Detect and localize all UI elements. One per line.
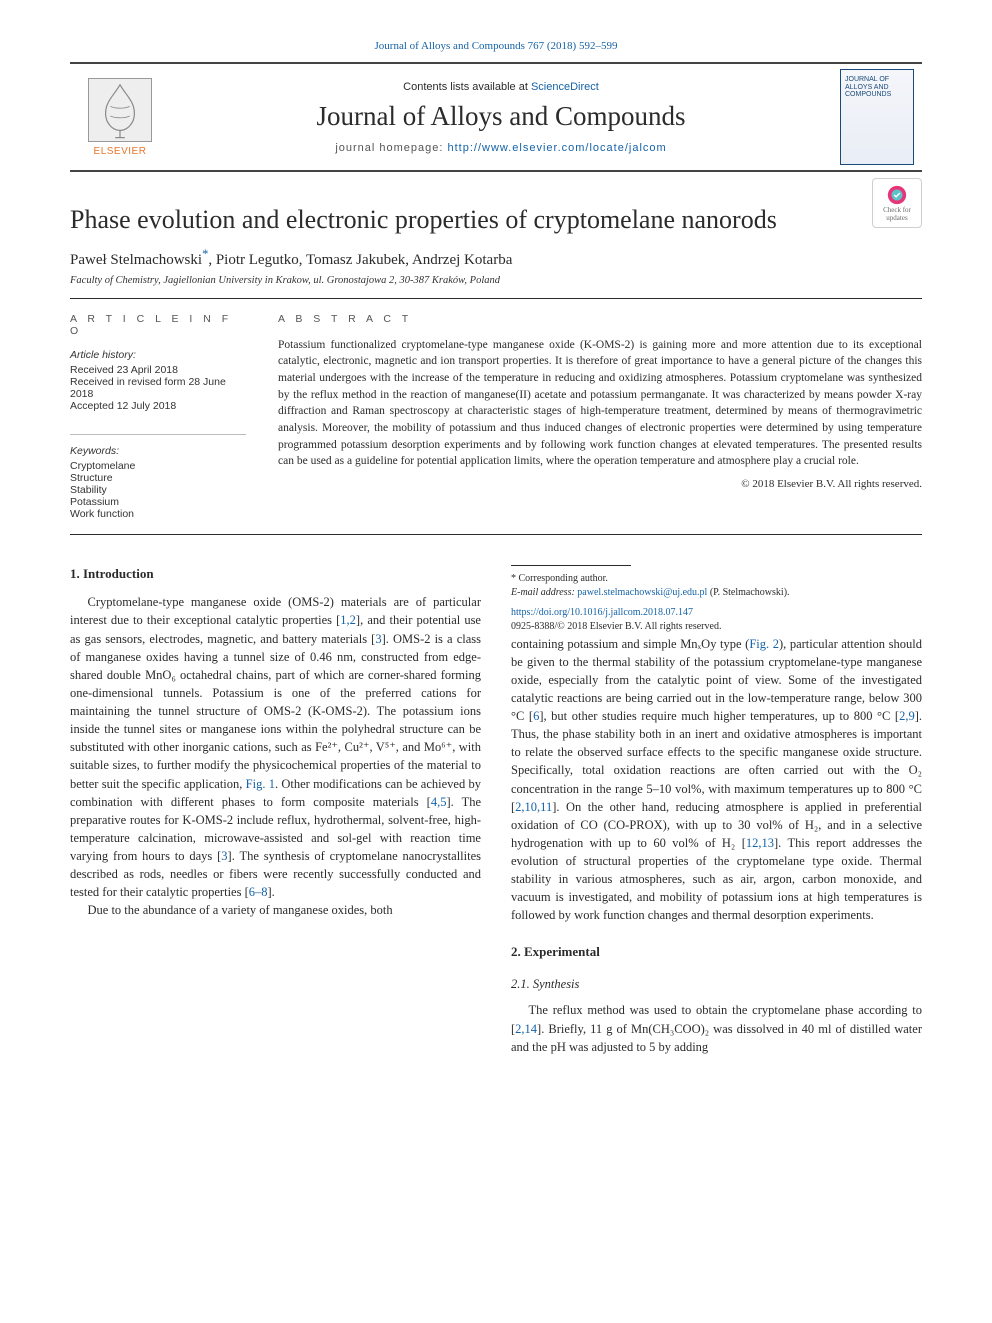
top-citation: Journal of Alloys and Compounds 767 (201…: [70, 40, 922, 52]
ref-link[interactable]: 6–8: [249, 885, 268, 899]
cover-thumbnail: JOURNAL OF ALLOYS AND COMPOUNDS: [832, 64, 922, 170]
publisher-name: ELSEVIER: [94, 146, 147, 157]
issn-copyright: 0925-8388/© 2018 Elsevier B.V. All right…: [511, 621, 721, 632]
article-info-panel: A R T I C L E I N F O Article history: R…: [70, 298, 260, 534]
contents-line: Contents lists available at ScienceDirec…: [180, 81, 822, 93]
keywords-head: Keywords:: [70, 434, 246, 457]
section-rule: [70, 534, 922, 535]
ref-link[interactable]: 4,5: [431, 795, 447, 809]
figure-link[interactable]: Fig. 1: [246, 777, 275, 791]
section-heading-experimental: 2. Experimental: [511, 943, 922, 962]
authors-rest: , Piotr Legutko, Tomasz Jakubek, Andrzej…: [208, 252, 512, 268]
text-run: ]. Briefly, 11 g of Mn(CH₃COO)₂ was diss…: [511, 1022, 922, 1054]
top-citation-link[interactable]: Journal of Alloys and Compounds 767 (201…: [375, 40, 618, 52]
figure-link[interactable]: Fig. 2: [749, 637, 779, 651]
publisher-logo: ELSEVIER: [70, 64, 170, 170]
homepage-prefix: journal homepage:: [335, 142, 447, 154]
abstract-panel: A B S T R A C T Potassium functionalized…: [260, 298, 922, 534]
abstract-copyright: © 2018 Elsevier B.V. All rights reserved…: [278, 478, 922, 490]
cover-title: JOURNAL OF ALLOYS AND COMPOUNDS: [845, 76, 909, 99]
header-center: Contents lists available at ScienceDirec…: [170, 64, 832, 170]
corresponding-footnote: * Corresponding author. E-mail address: …: [511, 572, 922, 600]
article-info-heading: A R T I C L E I N F O: [70, 313, 246, 337]
keyword: Cryptomelane: [70, 460, 246, 472]
check-for-updates-label: Check for updates: [873, 206, 921, 222]
corr-author-label: * Corresponding author.: [511, 572, 922, 586]
affiliation: Faculty of Chemistry, Jagiellonian Unive…: [70, 275, 922, 286]
authors-line: Paweł Stelmachowski*, Piotr Legutko, Tom…: [70, 247, 922, 269]
doi-link[interactable]: https://doi.org/10.1016/j.jallcom.2018.0…: [511, 607, 693, 618]
ref-link[interactable]: 1,2: [340, 613, 356, 627]
email-label-text: E-mail address:: [511, 587, 577, 598]
text-run: ]. OMS-2 is a class of manganese oxides …: [70, 632, 481, 791]
section-heading-introduction: 1. Introduction: [70, 565, 481, 584]
keyword: Structure: [70, 472, 246, 484]
crossmark-icon: [886, 184, 908, 206]
abstract-heading: A B S T R A C T: [278, 313, 922, 325]
body-paragraph: The reflux method was used to obtain the…: [511, 1001, 922, 1055]
footnote-rule: [511, 565, 631, 566]
sciencedirect-link[interactable]: ScienceDirect: [531, 81, 599, 93]
email-link[interactable]: pawel.stelmachowski@uj.edu.pl: [577, 587, 707, 598]
history-accepted: Accepted 12 July 2018: [70, 400, 246, 412]
history-head: Article history:: [70, 349, 246, 361]
text-run: ], but other studies require much higher…: [539, 709, 899, 723]
text-run: ]. Thus, the phase stability both in an …: [511, 709, 922, 814]
body-paragraph: Cryptomelane-type manganese oxide (OMS-2…: [70, 593, 481, 901]
history-received: Received 23 April 2018: [70, 364, 246, 376]
author-corresponding: Paweł Stelmachowski: [70, 252, 202, 268]
body-paragraph: Due to the abundance of a variety of man…: [70, 901, 481, 919]
journal-homepage: journal homepage: http://www.elsevier.co…: [180, 142, 822, 154]
ref-link[interactable]: 12,13: [746, 836, 774, 850]
cover-image: JOURNAL OF ALLOYS AND COMPOUNDS: [840, 69, 914, 165]
keyword: Potassium: [70, 496, 246, 508]
body-two-column: 1. Introduction Cryptomelane-type mangan…: [70, 565, 922, 1056]
ref-link[interactable]: 2,9: [899, 709, 915, 723]
contents-prefix: Contents lists available at: [403, 81, 531, 93]
text-run: ].: [268, 885, 275, 899]
ref-link[interactable]: 2,10,11: [515, 800, 552, 814]
text-run: containing potassium and simple MnₓOy ty…: [511, 637, 749, 651]
ref-link[interactable]: 2,14: [515, 1022, 537, 1036]
body-paragraph: containing potassium and simple MnₓOy ty…: [511, 635, 922, 925]
elsevier-tree-icon: [88, 78, 152, 142]
keyword: Work function: [70, 508, 246, 520]
doi-block: https://doi.org/10.1016/j.jallcom.2018.0…: [511, 606, 922, 635]
subsection-heading-synthesis: 2.1. Synthesis: [511, 975, 922, 993]
journal-name: Journal of Alloys and Compounds: [180, 101, 822, 132]
email-suffix: (P. Stelmachowski).: [707, 587, 789, 598]
abstract-text: Potassium functionalized cryptomelane-ty…: [278, 337, 922, 470]
history-revised: Received in revised form 28 June 2018: [70, 376, 246, 400]
email-label: E-mail address:: [511, 587, 577, 598]
keyword: Stability: [70, 484, 246, 496]
article-title: Phase evolution and electronic propertie…: [70, 204, 922, 237]
homepage-link[interactable]: http://www.elsevier.com/locate/jalcom: [448, 142, 667, 154]
check-for-updates-badge[interactable]: Check for updates: [872, 178, 922, 228]
journal-header: ELSEVIER Contents lists available at Sci…: [70, 62, 922, 172]
